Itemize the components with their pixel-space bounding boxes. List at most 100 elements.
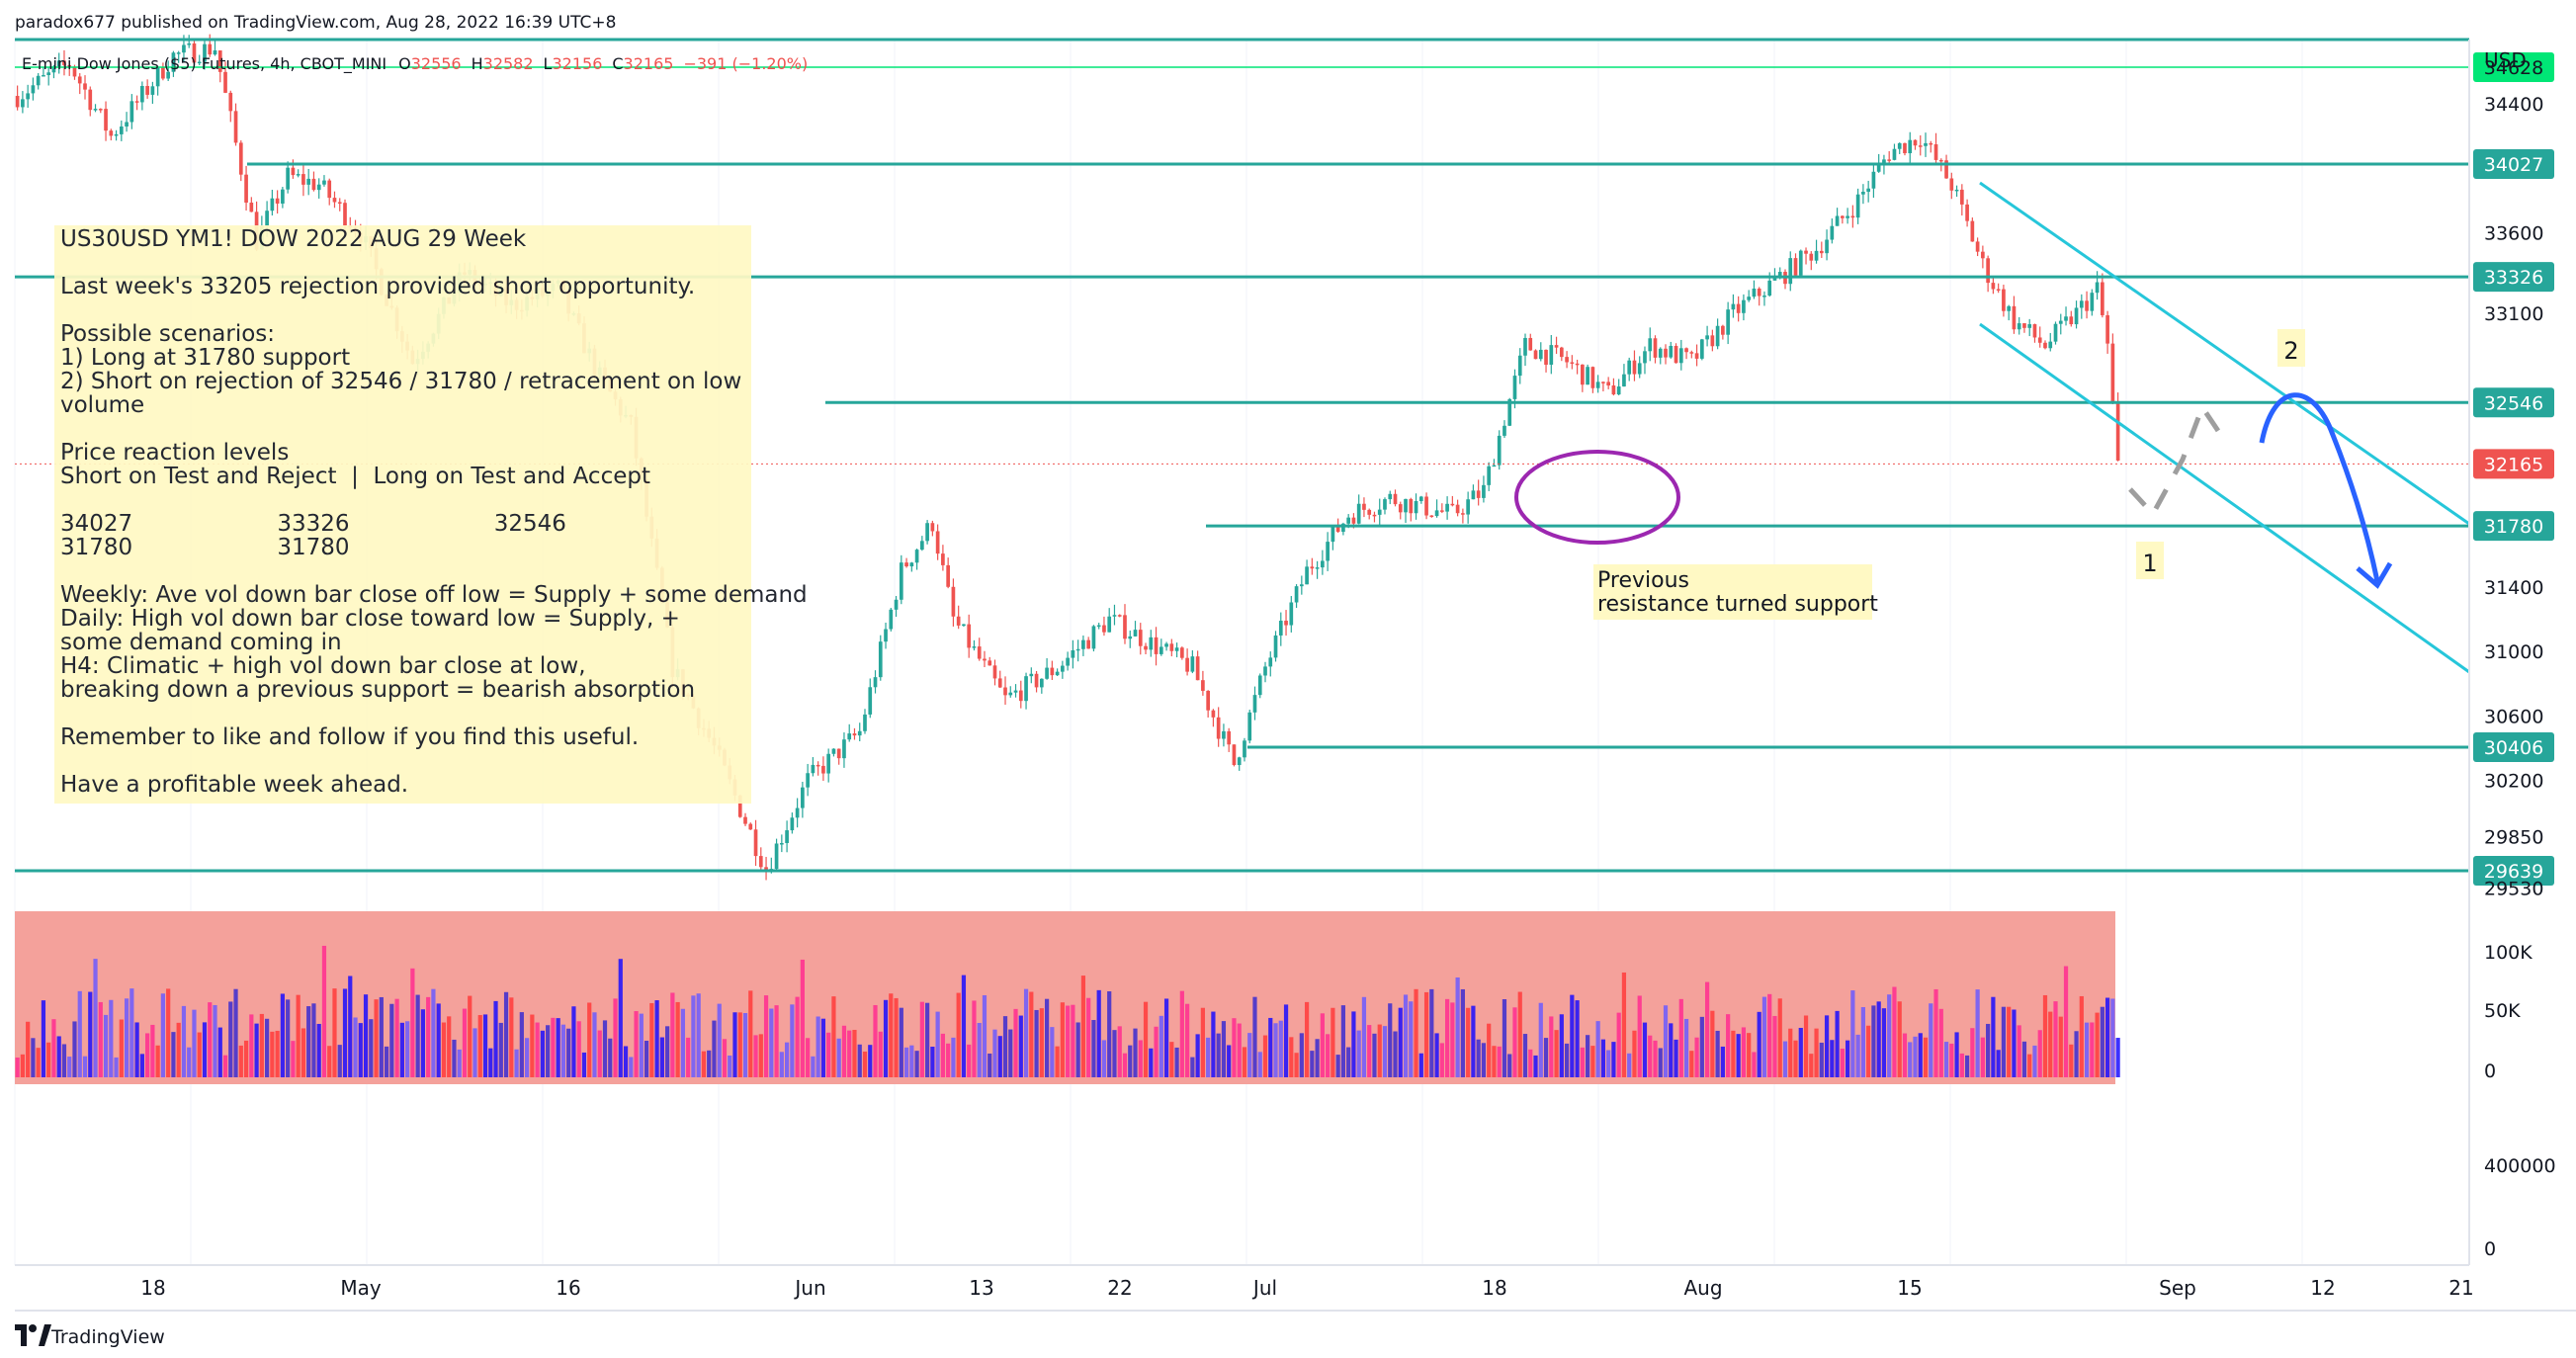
volume-bar <box>769 1008 774 1077</box>
candle-body <box>1669 345 1674 358</box>
volume-bar <box>1991 996 1996 1077</box>
candle-body <box>1788 258 1793 285</box>
candle-body <box>1013 690 1018 693</box>
candle-body <box>182 44 186 53</box>
volume-bar <box>1943 1042 1949 1077</box>
candle-body <box>1227 730 1232 745</box>
volume-bar <box>1996 1050 2001 1077</box>
candle-body <box>737 795 742 817</box>
volume-bar <box>358 1023 363 1077</box>
volume-bar <box>482 1014 488 1077</box>
candle-body <box>1263 666 1267 676</box>
candle-body <box>1341 523 1345 533</box>
candle-body <box>1289 602 1294 626</box>
note-line: 34027 33326 32546 <box>60 511 566 537</box>
candle-body <box>192 42 197 63</box>
candle-body <box>2074 307 2079 325</box>
volume-bar <box>1398 1007 1403 1077</box>
candle-body <box>26 93 30 100</box>
volume-bar <box>967 1044 972 1077</box>
volume-bar <box>1694 1037 1699 1077</box>
candle-body <box>1091 626 1096 649</box>
volume-bar <box>1741 1027 1747 1077</box>
candle-body <box>1305 566 1309 585</box>
volume-bar <box>1066 1005 1071 1077</box>
symbol-legend[interactable]: E-mini Dow Jones ($5) Futures, 4h, CBOT_… <box>22 54 808 74</box>
channel-upper-line[interactable] <box>1979 181 2470 526</box>
candle-body <box>1247 712 1252 741</box>
volume-tick-label: 100K <box>2484 942 2533 964</box>
note-line <box>60 488 745 512</box>
price-axis[interactable]: USD 34400 33600 33100 31400 31000 30600 30200 2… <box>2468 40 2556 1265</box>
candle-body <box>1804 250 1808 254</box>
candle-body <box>1216 717 1221 739</box>
candle-body <box>306 178 311 185</box>
volume-bar <box>1418 1053 1423 1077</box>
volume-bar <box>613 998 618 1077</box>
candle-body <box>1149 637 1154 650</box>
volume-bar <box>488 1048 493 1077</box>
volume-bar <box>1642 1022 1648 1077</box>
volume-bar <box>1902 1033 1908 1077</box>
tradingview-brand: TradingView <box>50 1326 165 1348</box>
volume-bar <box>1788 1028 1793 1077</box>
candle-body <box>311 178 316 191</box>
candle-body <box>265 211 269 226</box>
volume-bar <box>82 1056 88 1077</box>
volume-bar <box>2001 1006 2007 1077</box>
candle-body <box>1159 646 1163 654</box>
volume-bar <box>961 975 967 1077</box>
volume-bar <box>1897 1001 1902 1077</box>
volume-bar <box>2032 1045 2037 1077</box>
volume-bar <box>878 1031 883 1077</box>
volume-tick-label: 0 <box>2484 1061 2496 1082</box>
candle-body <box>114 133 119 136</box>
volume-bar <box>1575 1000 1580 1077</box>
candle-body <box>322 180 326 185</box>
horizontal-levels[interactable]: 34628 34027 33326 32546 31780 30406 29639 32165 <box>15 38 2554 886</box>
volume-bar <box>213 1004 217 1077</box>
volume-bar <box>1278 1020 1283 1077</box>
candle-body <box>2095 282 2100 294</box>
volume-bar <box>1216 1033 1221 1077</box>
candle-body <box>1138 630 1143 646</box>
channel-lower-line[interactable] <box>1979 322 2470 674</box>
volume-bar <box>696 993 701 1077</box>
support-note-line-2: resistance turned support <box>1597 592 1878 617</box>
volume-bar <box>337 1045 342 1077</box>
candle-body <box>1684 348 1688 353</box>
scenario-1-path[interactable] <box>2128 401 2227 519</box>
candle-body <box>930 523 935 532</box>
note-line: some demand coming in <box>60 630 342 655</box>
volume-bar <box>88 991 93 1077</box>
volume-bar <box>1777 998 1782 1077</box>
low-label: L <box>544 54 553 73</box>
volume-bar <box>1450 1002 1455 1077</box>
candle-body <box>743 816 747 824</box>
candle-body <box>1018 690 1023 702</box>
candle-body <box>1819 250 1824 254</box>
candle-body <box>2085 300 2089 311</box>
drawings[interactable]: 1 2 Previous resistance turned support <box>1514 181 2470 674</box>
volume-bar <box>67 1057 72 1077</box>
volume-bar <box>197 1032 202 1077</box>
candle-body <box>1841 215 1845 218</box>
candle-body <box>1222 730 1226 739</box>
volume-bar <box>457 1049 462 1077</box>
candle-body <box>1752 288 1757 297</box>
volume-bar <box>1143 1001 1149 1077</box>
volume-bar <box>634 1011 639 1077</box>
volume-bar <box>77 990 82 1077</box>
candle-body <box>197 61 202 64</box>
candle-body <box>1331 526 1335 543</box>
candle-body <box>316 184 321 191</box>
volume-bar <box>415 994 420 1077</box>
volume-bar <box>811 1056 816 1077</box>
scenario-2-arrow[interactable] <box>2259 392 2380 582</box>
time-axis[interactable]: 18 May 16 Jun 13 22 Jul 18 Aug 15 Sep 12 21 <box>15 1264 2576 1312</box>
candle-body <box>62 60 66 65</box>
consolidation-ellipse[interactable] <box>1514 450 1680 545</box>
candle-body <box>93 109 98 111</box>
volume-bar <box>728 1055 732 1077</box>
candle-body <box>1944 160 1948 179</box>
